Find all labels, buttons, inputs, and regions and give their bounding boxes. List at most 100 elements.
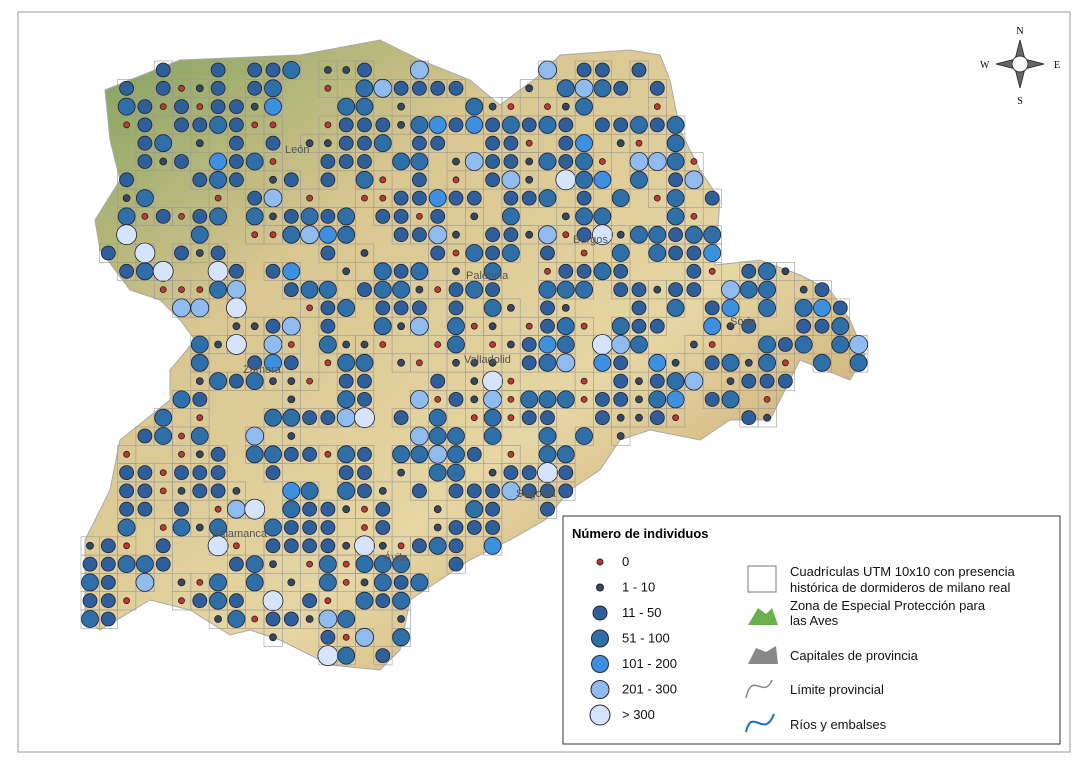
- roost-symbol: [721, 280, 740, 300]
- roost-symbol: [210, 446, 226, 462]
- utm-cell: [410, 481, 429, 501]
- roost-symbol: [265, 62, 281, 78]
- roost-symbol: [703, 317, 722, 336]
- legend-class: 11 - 50: [622, 605, 662, 620]
- roost-symbol: [251, 615, 259, 623]
- legend-symbol: [596, 558, 604, 566]
- utm-cell: [281, 573, 301, 593]
- utm-cell: [611, 426, 631, 446]
- roost-symbol: [337, 225, 356, 244]
- roost-symbol: [507, 377, 515, 385]
- roost-symbol: [415, 359, 423, 367]
- utm-cell: [501, 298, 521, 318]
- roost-symbol: [82, 556, 98, 572]
- roost-symbol: [269, 158, 277, 165]
- roost-symbol: [470, 377, 479, 386]
- roost-symbol: [666, 116, 685, 134]
- roost-symbol: [782, 359, 789, 367]
- roost-symbol: [410, 445, 429, 464]
- roost-symbol: [210, 245, 226, 261]
- roost-symbol: [355, 555, 374, 573]
- roost-symbol: [135, 555, 154, 573]
- roost-symbol: [338, 465, 354, 481]
- roost-symbol: [283, 172, 299, 188]
- roost-symbol: [337, 390, 356, 409]
- roost-symbol: [488, 468, 497, 477]
- roost-symbol: [409, 426, 429, 446]
- utm-cell: [684, 280, 704, 300]
- roost-symbol: [357, 135, 372, 151]
- roost-symbol: [318, 555, 337, 573]
- roost-symbol: [485, 520, 501, 535]
- roost-symbol: [100, 245, 116, 261]
- roost-symbol: [433, 523, 442, 532]
- roost-symbol: [214, 194, 222, 202]
- roost-symbol: [354, 407, 375, 429]
- legend-item: Capitales de provincia: [790, 648, 919, 663]
- compass-label: W: [980, 60, 990, 71]
- roost-symbol: [337, 353, 356, 372]
- roost-symbol: [225, 297, 247, 319]
- legend-symbol: [592, 605, 608, 621]
- roost-symbol: [283, 282, 299, 298]
- roost-symbol: [361, 524, 368, 531]
- roost-symbol: [575, 427, 593, 445]
- roost-symbol: [525, 139, 533, 147]
- roost-symbol: [228, 172, 244, 188]
- roost-symbol: [196, 103, 204, 110]
- utm-cell: [776, 371, 796, 391]
- utm-cell: [263, 463, 283, 483]
- roost-symbol: [357, 483, 372, 499]
- roost-symbol: [464, 152, 484, 171]
- roost-symbol: [465, 280, 484, 299]
- roost-symbol: [283, 538, 299, 554]
- roost-symbol: [192, 483, 208, 499]
- roost-symbol: [506, 303, 515, 312]
- roost-symbol: [397, 102, 406, 111]
- roost-symbol: [318, 225, 337, 244]
- roost-symbol: [649, 318, 665, 334]
- roost-symbol: [373, 262, 392, 281]
- roost-symbol: [135, 262, 154, 281]
- roost-symbol: [483, 536, 502, 555]
- roost-symbol: [465, 244, 484, 262]
- roost-symbol: [177, 578, 186, 587]
- roost-symbol: [281, 316, 301, 336]
- roost-symbol: [306, 560, 314, 568]
- city-label: Zamora: [243, 364, 282, 376]
- roost-symbol: [649, 80, 665, 96]
- legend-symbol: [591, 629, 609, 648]
- utm-cell: [519, 79, 539, 98]
- utm-cell: [501, 243, 521, 263]
- roost-symbol: [430, 208, 446, 224]
- roost-symbol: [672, 414, 679, 422]
- roost-symbol: [355, 627, 374, 647]
- roost-symbol: [849, 335, 868, 354]
- roost-symbol: [703, 244, 722, 262]
- roost-symbol: [320, 245, 336, 261]
- roost-symbol: [155, 538, 171, 554]
- roost-symbol: [778, 337, 793, 352]
- roost-symbol: [287, 341, 295, 348]
- roost-symbol: [631, 62, 647, 78]
- roost-symbol: [448, 391, 464, 407]
- roost-symbol: [485, 282, 501, 298]
- roost-symbol: [666, 134, 685, 153]
- roost-symbol: [357, 446, 372, 462]
- roost-symbol: [690, 158, 698, 165]
- roost-symbol: [338, 154, 354, 169]
- roost-symbol: [410, 152, 429, 171]
- roost-symbol: [324, 84, 332, 92]
- roost-symbol: [320, 501, 336, 517]
- roost-symbol: [466, 190, 482, 206]
- utm-cell: [666, 408, 686, 428]
- roost-symbol: [117, 555, 136, 573]
- roost-symbol: [430, 135, 446, 151]
- compass-label: N: [1016, 26, 1023, 37]
- roost-symbol: [119, 483, 134, 499]
- roost-symbol: [323, 139, 332, 148]
- roost-symbol: [269, 560, 277, 568]
- roost-symbol: [428, 536, 447, 555]
- utm-cell: [538, 499, 558, 519]
